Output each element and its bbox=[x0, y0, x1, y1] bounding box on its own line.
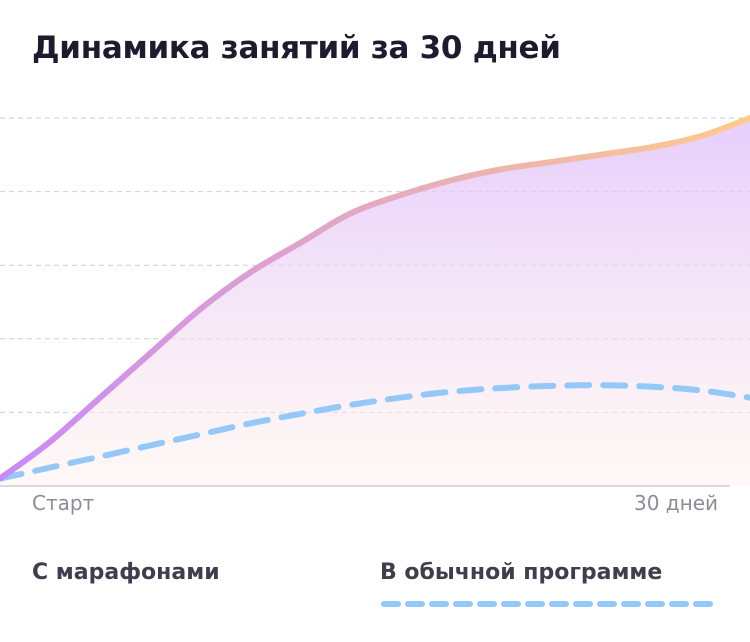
legend-item-marathons: С марафонами bbox=[32, 560, 368, 611]
series-area-1 bbox=[0, 118, 750, 486]
series-line-2 bbox=[0, 382, 750, 482]
legend-swatch-marathons bbox=[33, 601, 367, 607]
series-line-1 bbox=[0, 115, 750, 482]
chart-title: Динамика занятий за 30 дней bbox=[32, 30, 561, 66]
legend-swatch-regular bbox=[381, 601, 717, 607]
series-lines bbox=[0, 115, 750, 482]
legend-label-marathons: С марафонами bbox=[32, 560, 220, 585]
x-tick-label-start: Старт bbox=[32, 491, 95, 515]
legend-item-regular: В обычной программе bbox=[380, 560, 718, 611]
x-tick-label-end: 30 дней bbox=[633, 491, 718, 515]
legend-label-regular: В обычной программе bbox=[380, 560, 663, 585]
series-areas bbox=[0, 118, 750, 486]
